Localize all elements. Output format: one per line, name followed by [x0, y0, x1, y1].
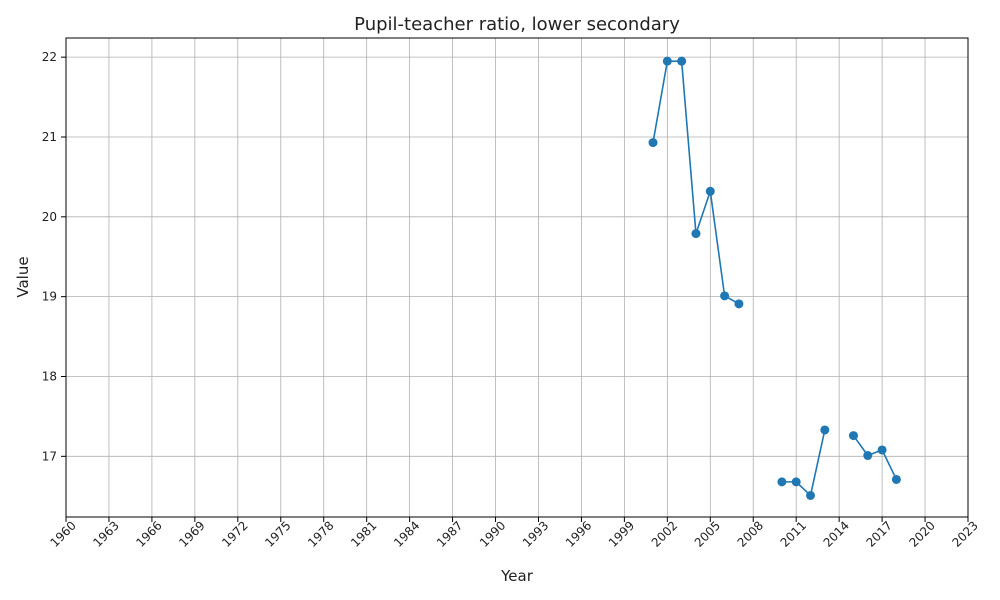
y-tick-label: 21: [42, 130, 57, 144]
data-point: [662, 56, 672, 66]
data-point: [734, 299, 744, 309]
grid: [65, 38, 969, 517]
data-point: [877, 445, 887, 455]
series-line: [652, 60, 740, 305]
x-tick-label: 2008: [735, 518, 766, 549]
plot-area-frame: [65, 37, 969, 518]
x-axis-label: Year: [500, 567, 534, 585]
data-point: [820, 425, 830, 435]
axis-ticks: 1960 1963 1966 1969 1972 1975 1978 1981 1984 1987…: [42, 50, 981, 550]
y-tick-label: 17: [42, 449, 57, 463]
x-tick-label: 1981: [348, 518, 379, 549]
y-axis-label: Value: [14, 256, 32, 297]
data-point: [791, 477, 801, 487]
x-tick-label: 2005: [692, 518, 723, 549]
x-tick-label: 2014: [821, 518, 852, 549]
x-tick-label: 2023: [949, 518, 980, 549]
data-point: [848, 431, 858, 441]
x-tick-label: 1996: [563, 518, 594, 549]
x-tick-label: 1990: [477, 518, 508, 549]
x-tick-label: 1993: [520, 518, 551, 549]
data-point: [705, 186, 715, 196]
chart-title: Pupil-teacher ratio, lower secondary: [354, 14, 680, 35]
x-tick-label: 2017: [864, 518, 895, 549]
x-tick-label: 1987: [434, 518, 465, 549]
data-point: [677, 56, 687, 66]
x-tick-label: 1966: [133, 518, 164, 549]
x-tick-label: 1999: [606, 518, 637, 549]
x-tick-label: 1978: [305, 518, 336, 549]
data-point: [891, 474, 901, 484]
x-tick-label: 1975: [262, 518, 293, 549]
y-tick-label: 20: [42, 210, 57, 224]
series-layer: [648, 56, 901, 500]
x-tick-label: 1984: [391, 518, 422, 549]
x-tick-label: 2011: [778, 518, 809, 549]
x-tick-label: 2020: [906, 518, 937, 549]
data-point: [691, 229, 701, 239]
x-tick-label: 2002: [649, 518, 680, 549]
data-point: [806, 490, 816, 500]
data-point: [648, 138, 658, 148]
y-tick-label: 19: [42, 290, 57, 304]
y-tick-label: 22: [42, 50, 57, 64]
x-tick-label: 1969: [176, 518, 207, 549]
series-line: [852, 435, 898, 480]
x-tick-label: 1972: [219, 518, 250, 549]
x-tick-label: 1963: [90, 518, 121, 549]
series-line: [781, 429, 826, 498]
x-tick-label: 1960: [47, 518, 78, 549]
data-point: [777, 477, 787, 487]
data-point: [863, 451, 873, 461]
y-tick-label: 18: [42, 369, 57, 383]
data-point: [720, 291, 730, 301]
